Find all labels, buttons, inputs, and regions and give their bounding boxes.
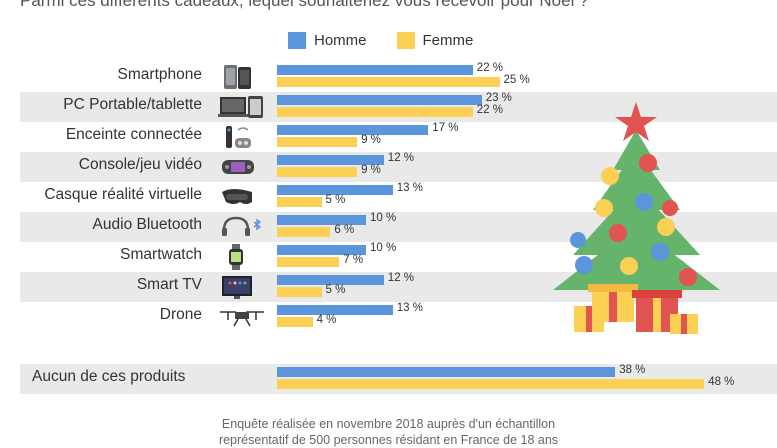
bar-homme <box>277 367 616 377</box>
bar-femme <box>277 227 331 237</box>
value-label-homme: 10 % <box>370 212 397 224</box>
value-label-femme: 25 % <box>503 74 530 86</box>
bar-femme <box>277 197 322 207</box>
legend-swatch-homme <box>288 32 306 49</box>
footnote-line-1: Enquête réalisée en novembre 2018 auprès… <box>221 417 556 431</box>
bar-femme <box>277 257 340 267</box>
value-label-femme: 5 % <box>325 194 346 206</box>
value-label-femme: 22 % <box>476 104 504 116</box>
value-label-homme: 23 % <box>485 92 512 104</box>
legend-item-homme: Homme <box>288 32 367 49</box>
chart-row: PC Portable/tablette 23 % 22 % <box>0 92 777 122</box>
value-label-homme: 17 % <box>432 122 459 134</box>
value-label-femme: 6 % <box>334 224 355 236</box>
bar-femme <box>277 287 322 297</box>
category-label: Smartphone <box>117 66 202 83</box>
bar-femme <box>277 137 358 147</box>
bar-homme <box>277 275 384 285</box>
bar-homme <box>277 95 482 105</box>
chart-row: Aucun de ces produits 38 % 48 % <box>0 364 777 394</box>
category-label: Casque réalité virtuelle <box>44 186 202 203</box>
footnote: Enquête réalisée en novembre 2018 auprès… <box>0 416 777 448</box>
bar-femme <box>277 167 358 177</box>
chart-row: Smartphone 22 % 25 % <box>0 62 777 92</box>
bar-homme <box>277 185 393 195</box>
chart-row: Console/jeu vidéo 12 % 9 % <box>0 152 777 182</box>
category-label: PC Portable/tablette <box>63 96 202 113</box>
value-label-femme: 48 % <box>708 376 735 388</box>
value-label-homme: 13 % <box>396 302 423 314</box>
value-label-homme: 10 % <box>370 242 397 254</box>
category-label: Aucun de ces produits <box>32 368 186 385</box>
chart-subtitle: Parmi ces différents cadeaux, lequel sou… <box>20 0 589 10</box>
legend-label-femme: Femme <box>422 32 474 49</box>
bar-homme <box>277 65 473 75</box>
chart-row: Smart TV 12 % 5 % <box>0 272 777 302</box>
footnote-line-2: représentatif de 500 personnes résidant … <box>218 433 559 447</box>
chart-row: Smartwatch 10 % 7 % <box>0 242 777 272</box>
chart-row: Casque réalité virtuelle 13 % 5 % <box>0 182 777 212</box>
legend-item-femme: Femme <box>396 32 474 49</box>
chart-row: Audio Bluetooth 10 % 6 % <box>0 212 777 242</box>
legend-swatch-femme <box>396 32 415 49</box>
bar-femme <box>277 317 313 327</box>
category-label: Smartwatch <box>120 246 202 263</box>
value-label-femme: 9 % <box>361 134 381 146</box>
smartphone-icon <box>218 64 266 90</box>
bar-homme <box>277 155 384 165</box>
bar-femme <box>277 77 500 87</box>
value-label-homme: 12 % <box>387 272 415 284</box>
value-label-femme: 4 % <box>316 314 337 326</box>
category-label: Smart TV <box>136 276 202 293</box>
christmas-tree-illustration <box>553 102 720 334</box>
legend-label-homme: Homme <box>314 32 367 49</box>
value-label-homme: 13 % <box>396 182 423 194</box>
drone-icon <box>218 304 266 330</box>
category-label: Audio Bluetooth <box>92 216 202 233</box>
smartwatch-icon <box>218 244 266 270</box>
vr-headset-icon <box>218 184 266 210</box>
bluetooth-headphones-icon <box>218 214 266 240</box>
laptop-tablet-icon <box>218 94 266 120</box>
bar-homme <box>277 215 366 225</box>
value-label-femme: 9 % <box>361 164 381 176</box>
value-label-homme: 12 % <box>387 152 415 164</box>
bar-femme <box>277 107 473 117</box>
value-label-femme: 5 % <box>325 284 346 296</box>
bar-femme <box>277 379 705 389</box>
chart-row: Enceinte connectée 17 % 9 % <box>0 122 777 152</box>
smart-speaker-icon <box>218 124 266 150</box>
value-label-homme: 38 % <box>619 364 646 376</box>
game-console-icon <box>218 154 266 180</box>
bar-homme <box>277 305 393 315</box>
bar-homme <box>277 125 429 135</box>
category-label: Console/jeu vidéo <box>78 156 202 173</box>
category-label: Enceinte connectée <box>65 126 202 143</box>
value-label-homme: 22 % <box>476 62 504 74</box>
chart-row: Drone 13 % 4 % <box>0 302 777 332</box>
value-label-femme: 7 % <box>343 254 364 266</box>
legend: Homme Femme <box>288 32 473 49</box>
smart-tv-icon <box>218 274 266 300</box>
bar-homme <box>277 245 366 255</box>
category-label: Drone <box>159 306 202 323</box>
